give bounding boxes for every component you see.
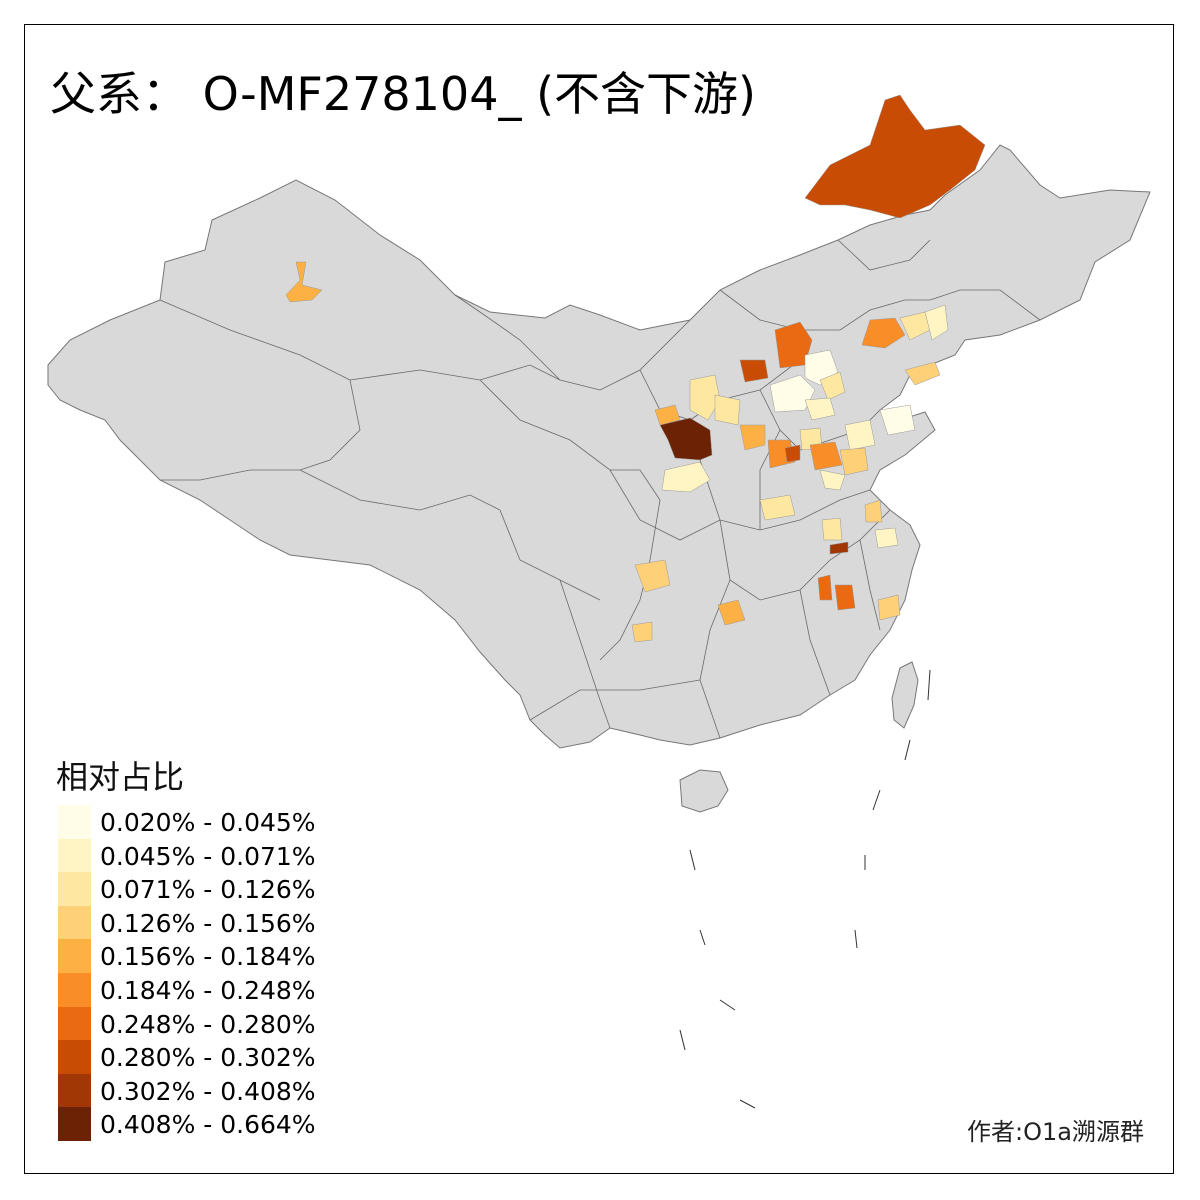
region-hengshui — [809, 441, 843, 471]
page-title: 父系： O-MF278104_ (不含下游) — [50, 67, 756, 121]
region-shanxi-n — [714, 394, 741, 426]
legend-swatch — [58, 1006, 91, 1041]
legend-item: 0.045% - 0.071% — [58, 838, 358, 873]
region-jiangxi-1 — [817, 574, 833, 601]
region-sichuan — [634, 559, 671, 593]
region-hulunbuir — [804, 94, 986, 219]
hainan-island — [679, 769, 729, 813]
legend-swatch — [58, 939, 91, 973]
legend-item: 0.248% - 0.280% — [58, 1006, 358, 1041]
legend-swatch — [58, 838, 91, 873]
legend-item: 0.071% - 0.126% — [58, 872, 358, 906]
legend-item: 0.126% - 0.156% — [58, 905, 358, 940]
legend-swatch — [58, 905, 91, 940]
south-sea-islands — [679, 669, 931, 1109]
legend-item: 0.408% - 0.664% — [58, 1107, 358, 1141]
legend-label: 0.184% - 0.248% — [100, 976, 316, 1005]
region-tianjin — [804, 397, 836, 421]
region-heze — [819, 469, 846, 491]
region-liaoning-2 — [924, 304, 949, 341]
legend-swatch — [58, 1073, 91, 1108]
legend-swatch — [58, 1107, 91, 1141]
region-west-1 — [654, 404, 681, 426]
legend-label: 0.045% - 0.071% — [100, 841, 316, 871]
legend-label: 0.248% - 0.280% — [100, 1009, 316, 1039]
region-shanxi-c — [739, 424, 766, 451]
region-shandong-s — [839, 447, 869, 476]
author-credit: 作者:O1a溯源群 — [967, 1118, 1144, 1146]
region-ningxia — [661, 461, 711, 493]
region-hefei — [829, 541, 849, 555]
region-henan — [759, 494, 796, 521]
region-nanjing — [874, 527, 899, 549]
region-guizhou — [631, 621, 653, 643]
legend-item: 0.020% - 0.045% — [58, 805, 358, 839]
region-dalian — [904, 361, 941, 386]
region-shandong-e — [879, 404, 916, 436]
legend-swatch — [58, 872, 91, 906]
legend-label: 0.020% - 0.045% — [100, 808, 316, 837]
region-shijiazhuang — [784, 444, 801, 463]
region-xuzhou — [864, 499, 883, 523]
region-nanchang — [834, 584, 856, 611]
legend-item: 0.156% - 0.184% — [58, 939, 358, 973]
legend-label: 0.126% - 0.156% — [100, 908, 316, 938]
legend-item: 0.302% - 0.408% — [58, 1073, 358, 1108]
region-fujian — [877, 594, 901, 621]
region-anhui-1 — [821, 517, 843, 541]
region-ordos — [659, 417, 713, 461]
region-hunan — [717, 599, 746, 626]
legend-item: 0.184% - 0.248% — [58, 973, 358, 1007]
legend-label: 0.280% - 0.302% — [100, 1043, 316, 1073]
legend-swatch — [58, 1040, 91, 1074]
taiwan-island — [891, 661, 919, 729]
legend-title: 相对占比 — [56, 758, 185, 796]
legend-swatch — [58, 805, 91, 839]
region-chifeng — [861, 317, 906, 349]
region-shandong-w — [844, 419, 876, 451]
legend-item: 0.280% - 0.302% — [58, 1040, 358, 1074]
region-xilingol — [774, 321, 813, 369]
region-yulin — [689, 374, 721, 421]
legend-label: 0.071% - 0.126% — [100, 875, 316, 905]
legend-label: 0.408% - 0.664% — [100, 1110, 316, 1140]
legend-swatch — [58, 973, 91, 1007]
region-tangshan — [819, 371, 846, 401]
region-xinjiang-north — [285, 261, 323, 303]
china-landmass — [47, 144, 1151, 749]
legend-label: 0.302% - 0.408% — [100, 1076, 316, 1106]
region-hohhot — [739, 359, 769, 383]
legend-label: 0.156% - 0.184% — [100, 942, 316, 972]
colored-regions — [285, 94, 986, 643]
